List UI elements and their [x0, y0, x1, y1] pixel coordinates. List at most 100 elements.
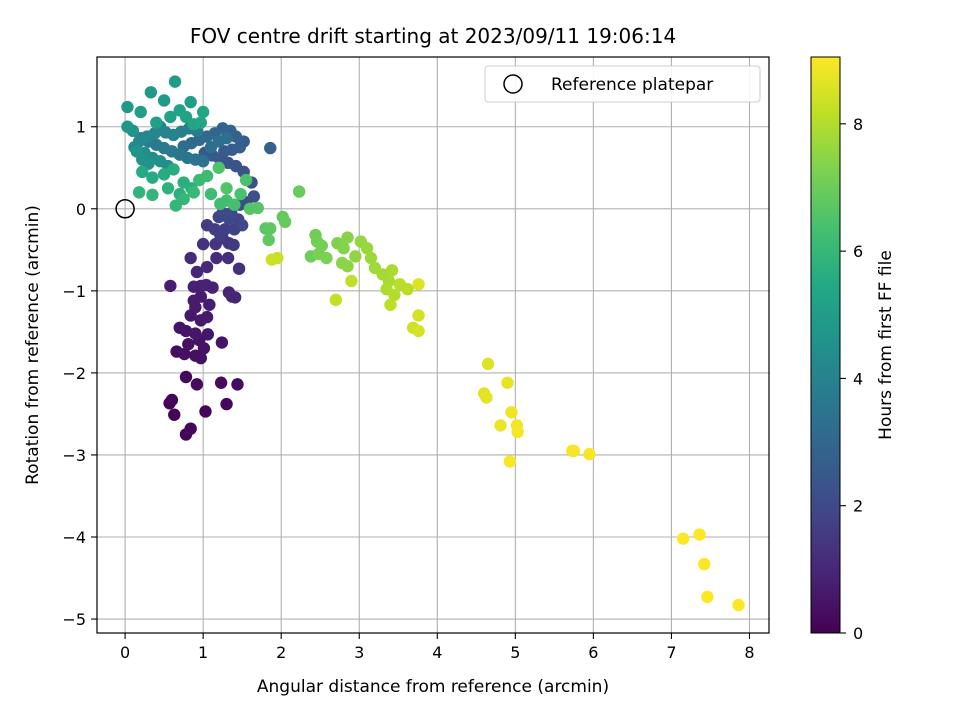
x-tick-label: 0: [120, 643, 130, 662]
data-point: [412, 278, 425, 291]
legend-marker-open-circle: [503, 74, 523, 94]
plot-area: [96, 56, 770, 634]
data-point: [189, 327, 202, 340]
data-point: [231, 378, 244, 391]
data-point: [480, 391, 493, 404]
data-point: [701, 590, 714, 604]
data-point: [146, 188, 159, 202]
data-point: [345, 274, 358, 288]
plot-frame: [96, 56, 770, 634]
y-tick-label: −2: [62, 364, 86, 383]
data-point: [505, 406, 518, 419]
y-tick-label: −5: [62, 610, 86, 629]
data-point: [167, 163, 180, 176]
data-point: [184, 95, 197, 109]
x-axis-ticks: 0 1 2 3 4 5 6 7 8: [120, 633, 755, 662]
data-point: [511, 425, 524, 439]
colorbar-tick-label: 2: [853, 497, 863, 516]
data-point: [196, 105, 210, 119]
data-point: [184, 251, 197, 265]
x-axis-label: Angular distance from reference (arcmin): [257, 677, 609, 697]
data-point: [179, 110, 193, 124]
data-point: [179, 370, 193, 384]
data-point: [337, 241, 350, 255]
data-point: [200, 260, 214, 274]
data-point: [194, 116, 208, 129]
data-point: [364, 251, 378, 265]
data-point: [161, 182, 175, 195]
colorbar-label: Hours from first FF file: [876, 250, 896, 440]
data-point: [196, 155, 210, 168]
data-point: [292, 185, 306, 198]
colorbar: 0 2 4 6 8 Hours from first FF file: [810, 56, 896, 643]
data-point: [360, 241, 374, 255]
data-point: [199, 405, 212, 418]
data-point: [218, 223, 232, 236]
data-point: [130, 145, 144, 158]
data-point: [320, 251, 333, 265]
data-point: [210, 251, 223, 265]
data-point: [136, 165, 149, 179]
data-point: [220, 132, 233, 145]
x-tick-label: 1: [198, 643, 208, 662]
data-point: [341, 260, 354, 273]
colorbar-tick-label: 4: [853, 369, 863, 388]
legend: Reference platepar: [484, 65, 761, 103]
x-tick-label: 6: [588, 643, 598, 662]
legend-label-reference-platepar: Reference platepar: [551, 75, 713, 95]
data-point: [221, 251, 235, 265]
data-point: [247, 190, 261, 203]
data-point: [401, 283, 414, 296]
data-point: [212, 161, 225, 174]
data-point: [503, 455, 517, 468]
data-point: [182, 337, 195, 351]
data-point: [132, 186, 146, 199]
reference-platepar-marker: [115, 199, 135, 219]
data-point: [168, 408, 181, 421]
data-point: [225, 290, 239, 303]
data-point: [201, 328, 215, 341]
data-point: [583, 447, 596, 461]
colorbar-tick-label: 8: [853, 115, 863, 134]
data-point: [494, 419, 507, 432]
data-point: [179, 324, 193, 338]
data-point: [157, 168, 171, 181]
data-point: [239, 173, 253, 187]
data-point: [235, 219, 249, 232]
data-point: [146, 171, 159, 184]
y-tick-label: −4: [62, 528, 86, 547]
colorbar-tick-label: 6: [853, 242, 863, 261]
data-point: [187, 186, 200, 199]
data-point: [164, 279, 177, 293]
data-point: [262, 233, 275, 247]
y-tick-label: −1: [62, 282, 86, 301]
data-point: [329, 293, 343, 307]
data-point: [412, 309, 425, 322]
data-point: [204, 187, 218, 201]
data-point: [164, 110, 177, 124]
data-point: [194, 290, 208, 303]
data-point: [144, 86, 158, 99]
data-point: [214, 376, 228, 389]
y-tick-label: 0: [76, 200, 86, 219]
data-point: [150, 116, 163, 129]
x-tick-label: 8: [744, 643, 754, 662]
data-point: [194, 351, 208, 365]
data-point: [190, 378, 204, 391]
colorbar-tick-label: 0: [853, 624, 863, 643]
data-point: [220, 182, 233, 195]
data-point: [232, 262, 246, 275]
data-point: [341, 231, 354, 244]
data-point: [165, 393, 179, 407]
x-tick-label: 7: [666, 643, 676, 662]
colorbar-gradient: [810, 56, 841, 634]
data-point: [168, 75, 182, 88]
data-point: [220, 397, 233, 411]
data-point: [203, 298, 216, 311]
data-point: [412, 324, 425, 338]
data-point: [121, 120, 134, 133]
data-point: [177, 192, 190, 206]
y-axis-ticks: −5 −4 −3 −2 −1 0 1: [62, 118, 97, 629]
legend-box: [484, 65, 761, 103]
scatter-points: [121, 75, 745, 612]
